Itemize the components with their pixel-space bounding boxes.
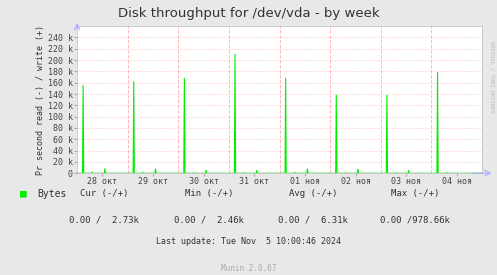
- Text: 0.00 /978.66k: 0.00 /978.66k: [380, 216, 450, 224]
- Text: Last update: Tue Nov  5 10:00:46 2024: Last update: Tue Nov 5 10:00:46 2024: [156, 238, 341, 246]
- Text: Munin 2.0.67: Munin 2.0.67: [221, 264, 276, 273]
- Text: Cur (-/+): Cur (-/+): [80, 189, 129, 198]
- Text: Max (-/+): Max (-/+): [391, 189, 439, 198]
- Text: 0.00 /  2.46k: 0.00 / 2.46k: [174, 216, 244, 224]
- Text: Min (-/+): Min (-/+): [184, 189, 233, 198]
- Text: Avg (-/+): Avg (-/+): [289, 189, 337, 198]
- Y-axis label: Pr second read (-) / write (+): Pr second read (-) / write (+): [36, 25, 45, 175]
- Text: RRDTOOL / TOBI OETIKER: RRDTOOL / TOBI OETIKER: [490, 41, 495, 113]
- Text: 0.00 /  6.31k: 0.00 / 6.31k: [278, 216, 348, 224]
- Text: ■: ■: [20, 189, 27, 199]
- Text: 0.00 /  2.73k: 0.00 / 2.73k: [70, 216, 139, 224]
- Text: Disk throughput for /dev/vda - by week: Disk throughput for /dev/vda - by week: [118, 7, 379, 20]
- Text: Bytes: Bytes: [37, 189, 67, 199]
